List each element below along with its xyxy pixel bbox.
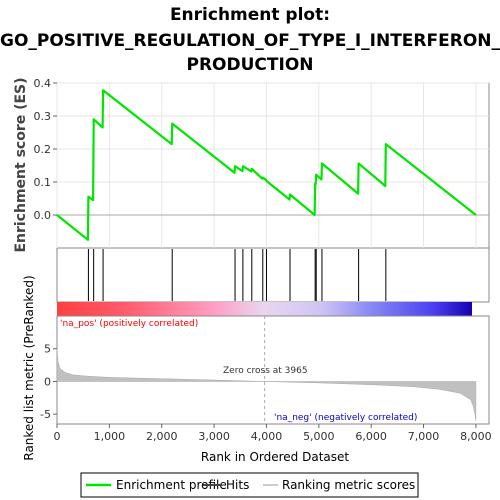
x-tick-label: 3,000 bbox=[198, 430, 230, 443]
x-tick-label: 7,000 bbox=[408, 430, 440, 443]
es-axis-label: Enrichment score (ES) bbox=[13, 77, 29, 252]
legend-profile-label: Enrichment profile bbox=[116, 478, 227, 492]
chart-title-line-3: PRODUCTION bbox=[187, 55, 314, 75]
metric-tick-label: 5 bbox=[44, 343, 51, 356]
x-tick-label: 5,000 bbox=[303, 430, 335, 443]
legend-metric-label: Ranking metric scores bbox=[282, 478, 415, 492]
x-axis-label: Rank in Ordered Dataset bbox=[201, 450, 349, 464]
es-tick-label: 0.3 bbox=[34, 110, 52, 123]
x-tick-label: 4,000 bbox=[251, 430, 283, 443]
es-tick-label: 0.4 bbox=[34, 77, 52, 90]
x-tick-label: 6,000 bbox=[355, 430, 387, 443]
pos-correlated-label: 'na_pos' (positively correlated) bbox=[60, 319, 198, 329]
x-tick-label: 1,000 bbox=[94, 430, 126, 443]
enrichment-profile-line bbox=[56, 89, 477, 241]
metric-tick-label: 0 bbox=[44, 375, 51, 388]
es-tick-label: 0.0 bbox=[34, 209, 52, 222]
zero-cross-label: Zero cross at 3965 bbox=[223, 366, 308, 376]
metric-panel bbox=[56, 315, 490, 425]
x-tick-label: 8,000 bbox=[460, 430, 492, 443]
neg-correlated-label: 'na_neg' (negatively correlated) bbox=[274, 413, 417, 423]
chart-title-line-2: GO_POSITIVE_REGULATION_OF_TYPE_I_INTERFE… bbox=[0, 31, 500, 51]
metric-tick-label: -5 bbox=[40, 408, 51, 421]
chart-title-line-1: Enrichment plot: bbox=[170, 5, 330, 25]
hits-panel bbox=[56, 247, 490, 303]
metric-axis-label: Ranked list metric (PreRanked) bbox=[22, 275, 36, 460]
es-tick-label: 0.1 bbox=[34, 176, 52, 189]
legend-hits-label: Hits bbox=[226, 478, 249, 492]
x-tick-label: 0 bbox=[54, 430, 61, 443]
heatmap-bar bbox=[57, 302, 472, 316]
es-panel bbox=[56, 82, 490, 249]
x-tick-label: 2,000 bbox=[146, 430, 178, 443]
ranked-metric-area bbox=[56, 348, 477, 421]
legend: Enrichment profile Hits Ranking metric s… bbox=[80, 472, 419, 498]
es-tick-label: 0.2 bbox=[34, 143, 52, 156]
